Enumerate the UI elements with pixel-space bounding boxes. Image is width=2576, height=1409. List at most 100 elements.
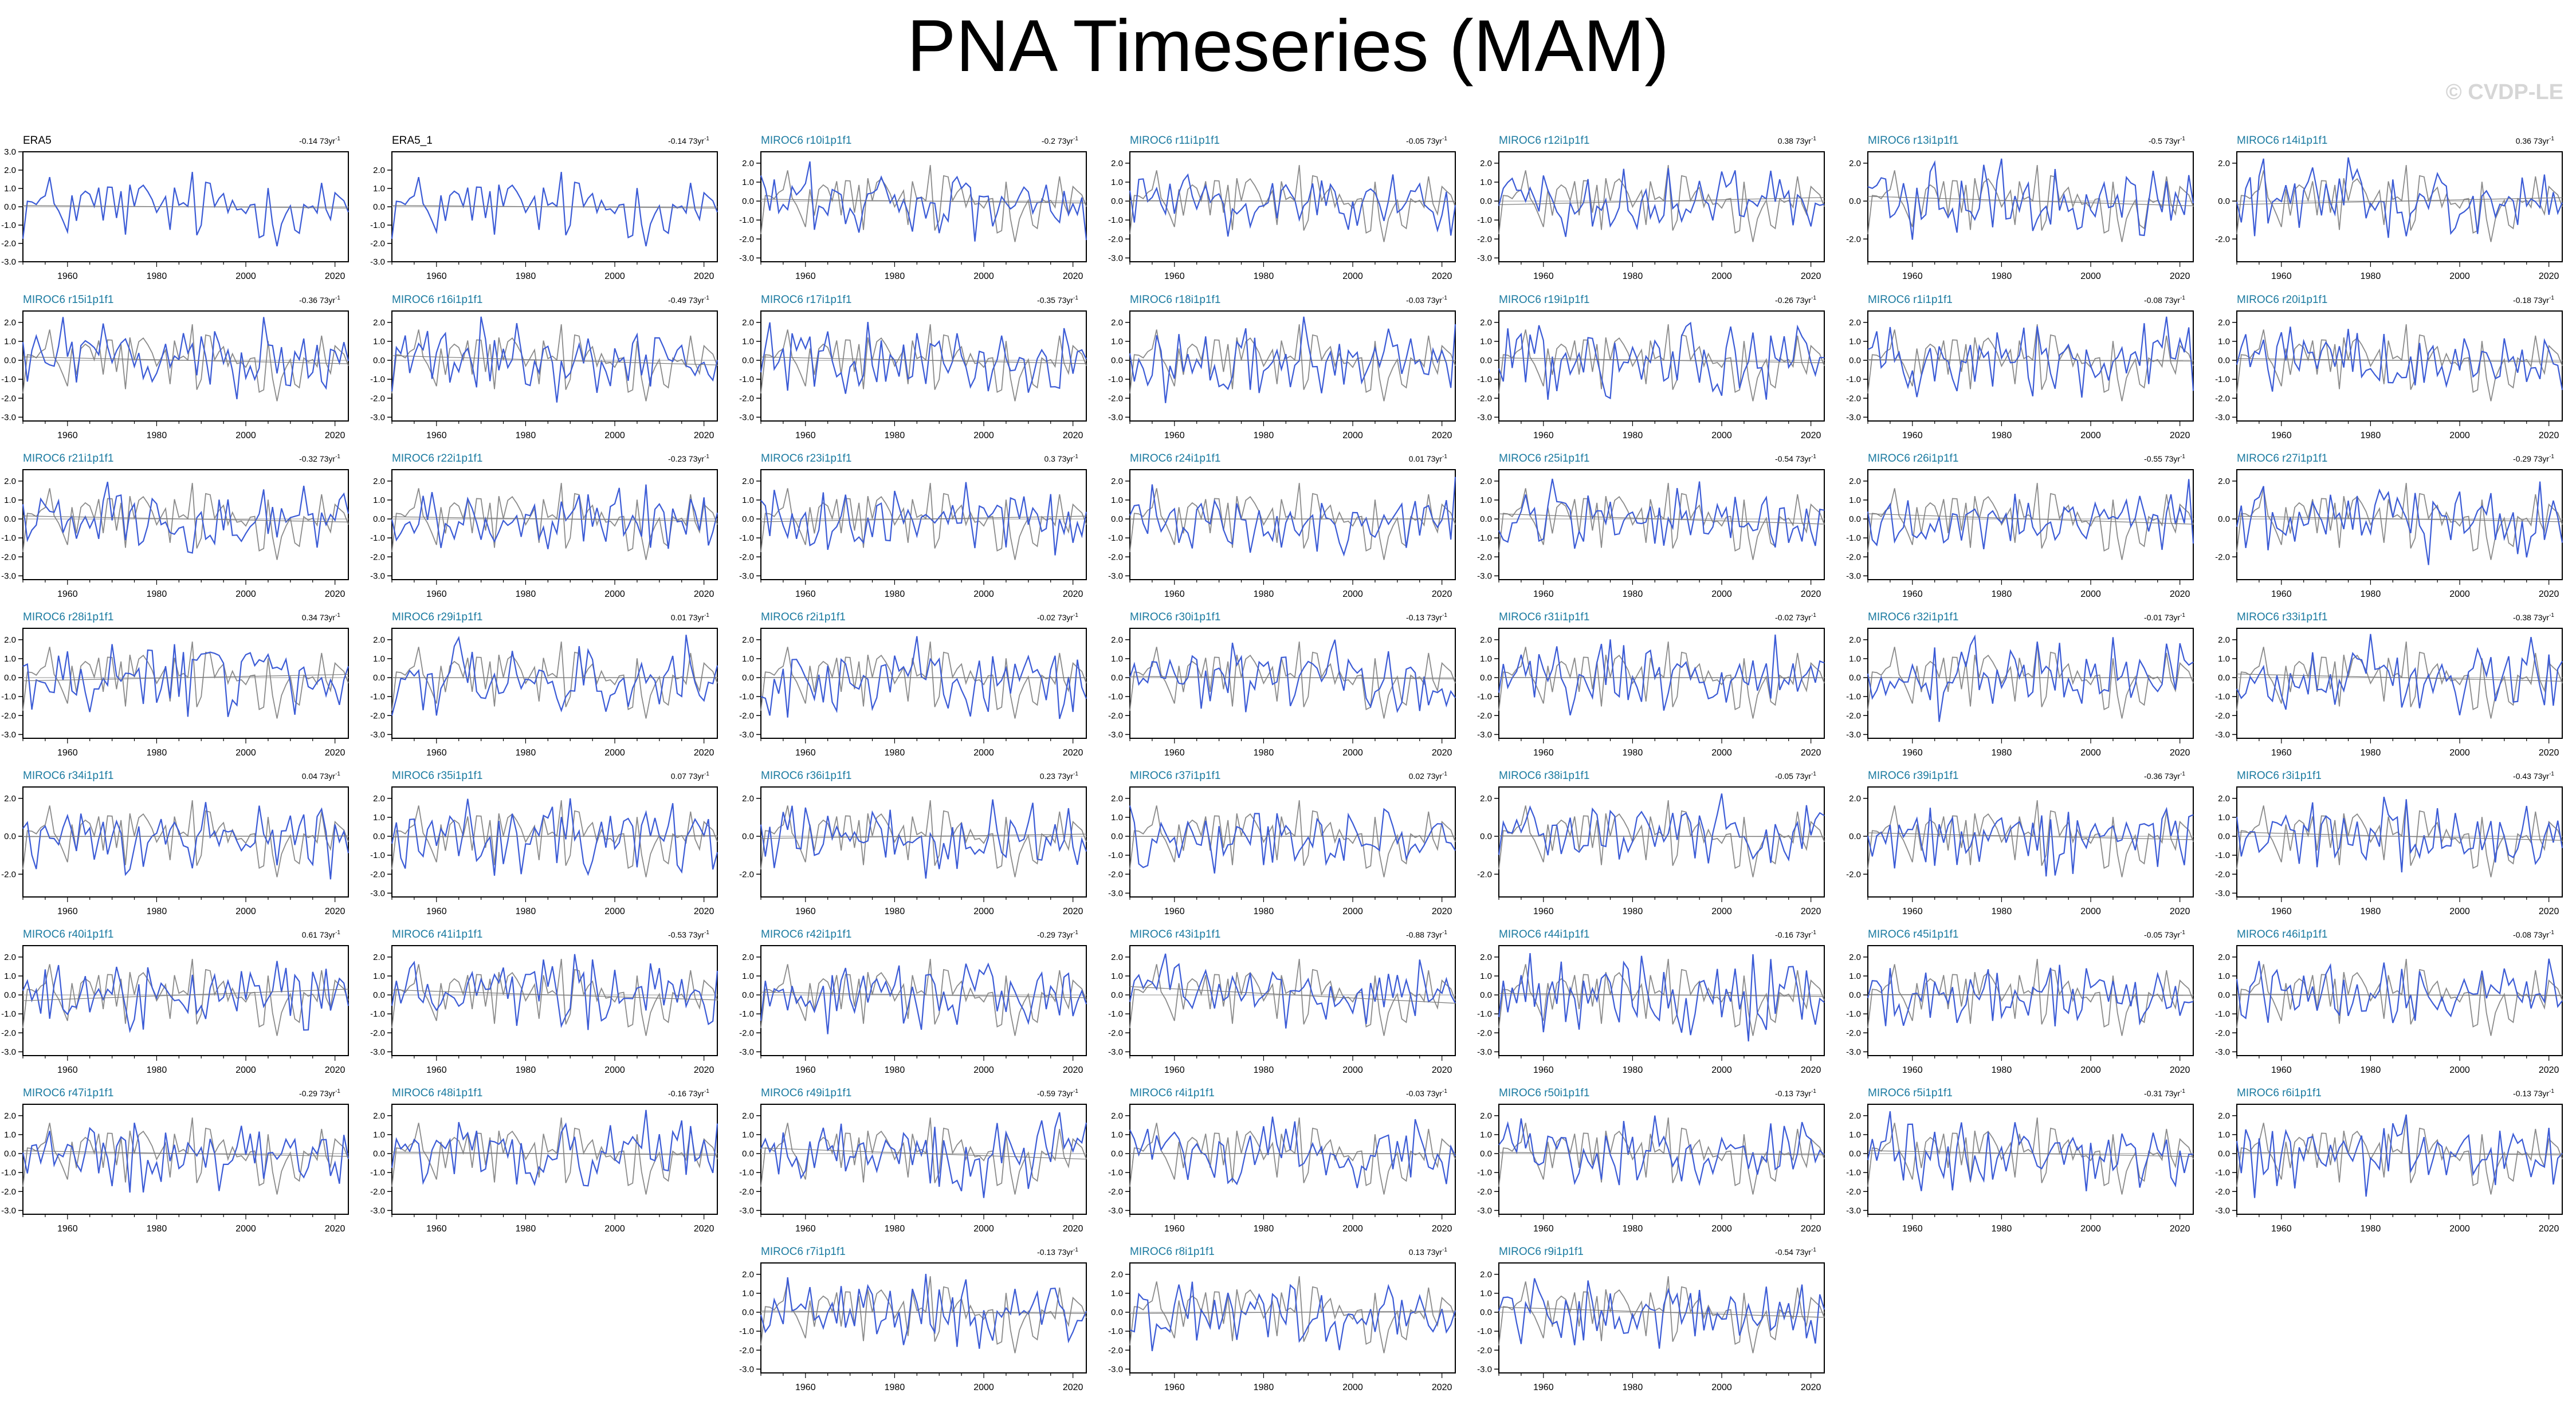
- y-tick-label: -1.0: [1846, 692, 1861, 702]
- trend-label: -0.14 73yr-1: [299, 136, 340, 145]
- x-tick-label: 1980: [1992, 1224, 2012, 1234]
- x-tick-label: 1980: [147, 907, 167, 916]
- panel-44: MIROC6 r48i1p1f1 -0.16 73yr-1 2.0 1.0 0.0 -1.…: [370, 1087, 718, 1234]
- model-series-line: [22, 317, 350, 400]
- y-tick-label: 0.0: [1849, 196, 1861, 206]
- y-tick-label: -1.0: [2215, 851, 2230, 860]
- y-tick-label: -3.0: [1108, 888, 1123, 898]
- panel-22: MIROC6 r28i1p1f1 0.34 73yr-1 2.0 1.0 0.0 -1.0…: [1, 611, 350, 758]
- panel-51: MIROC6 r8i1p1f1 0.13 73yr-1 2.0 1.0 0.0 -1.0 -…: [1108, 1246, 1456, 1392]
- panel-5: MIROC6 r12i1p1f1 0.38 73yr-1 2.0 1.0 0.0 -1.0…: [1477, 135, 1825, 281]
- y-tick-label: 0.0: [373, 673, 385, 683]
- x-tick-label: 2000: [604, 748, 625, 758]
- obs-series-line: [22, 483, 349, 560]
- x-tick-label: 1960: [1533, 271, 1554, 281]
- panel-33: MIROC6 r38i1p1f1 -0.05 73yr-1 2.0 0.0 -2.0 19…: [1477, 770, 1825, 916]
- x-tick-label: 1980: [885, 589, 905, 599]
- x-tick-label: 1980: [147, 589, 167, 599]
- panel-title: MIROC6 r46i1p1f1: [2237, 928, 2327, 940]
- y-tick-label: -1.0: [370, 221, 385, 230]
- panel-46: MIROC6 r4i1p1f1 -0.03 73yr-1 2.0 1.0 0.0 -1.0…: [1108, 1087, 1456, 1234]
- panel-title: ERA5: [23, 135, 52, 147]
- y-tick-label: -3.0: [1108, 1206, 1123, 1215]
- x-tick-label: 1980: [147, 1224, 167, 1234]
- trend-line: [2236, 994, 2563, 996]
- plot-frame: [2236, 1104, 2563, 1215]
- model-series-line: [2236, 958, 2563, 1024]
- x-tick-label: 1980: [516, 907, 536, 916]
- x-tick-label: 2000: [1342, 1224, 1363, 1234]
- y-tick-label: -2.0: [739, 1187, 754, 1197]
- y-tick-label: 2.0: [1849, 953, 1861, 962]
- x-tick-label: 2000: [2080, 1065, 2101, 1075]
- trend-line: [2236, 1152, 2563, 1155]
- y-tick-label: -1.0: [370, 375, 385, 384]
- trend-line: [391, 355, 718, 365]
- model-series-line: [1129, 477, 1456, 557]
- x-tick-label: 1960: [2271, 1224, 2292, 1234]
- trend-line: [22, 1150, 349, 1157]
- obs-series-line: [1498, 324, 1825, 402]
- trend-label: -0.29 73yr-1: [1037, 930, 1078, 939]
- y-tick-label: 1.0: [1480, 337, 1492, 347]
- y-tick-label: -3.0: [370, 257, 385, 267]
- y-tick-label: 2.0: [1111, 1270, 1123, 1280]
- x-tick-label: 1980: [885, 271, 905, 281]
- y-tick-label: -1.0: [739, 533, 754, 543]
- x-tick-label: 2020: [1432, 271, 1452, 281]
- panel-title: MIROC6 r41i1p1f1: [392, 928, 482, 940]
- obs-series-line: [760, 1276, 1087, 1353]
- y-tick-label: -3.0: [370, 730, 385, 739]
- x-tick-label: 1960: [795, 1224, 816, 1234]
- x-tick-label: 1960: [57, 907, 78, 916]
- y-tick-label: 0.0: [4, 514, 16, 524]
- x-tick-label: 2000: [1342, 748, 1363, 758]
- y-tick-label: -3.0: [739, 1047, 754, 1057]
- trend-label: -0.23 73yr-1: [668, 454, 709, 463]
- plot-frame: [760, 945, 1087, 1056]
- y-tick-label: -1.0: [1477, 1327, 1492, 1336]
- y-tick-label: 2.0: [373, 1111, 385, 1121]
- y-tick-label: -3.0: [1477, 1206, 1492, 1215]
- trend-line: [2236, 515, 2563, 522]
- y-tick-label: 2.0: [1480, 953, 1492, 962]
- y-tick-label: 1.0: [2218, 813, 2230, 822]
- x-tick-label: 1980: [1623, 589, 1643, 599]
- y-tick-label: 0.0: [4, 356, 16, 365]
- x-tick-label: 2020: [1063, 271, 1083, 281]
- x-tick-label: 1980: [1992, 1065, 2012, 1075]
- y-tick-label: -2.0: [739, 711, 754, 721]
- y-tick-label: 0.0: [373, 514, 385, 524]
- x-tick-label: 2020: [1063, 431, 1083, 440]
- obs-series-line: [2236, 1117, 2563, 1195]
- x-tick-label: 1980: [1254, 1224, 1274, 1234]
- model-series-line: [22, 1123, 350, 1193]
- x-tick-label: 1980: [1992, 748, 2012, 758]
- plot-frame: [1498, 1262, 1825, 1373]
- x-tick-label: 2020: [2170, 431, 2190, 440]
- y-tick-label: 0.0: [1849, 673, 1861, 683]
- y-tick-label: -3.0: [1108, 571, 1123, 581]
- plot-frame: [391, 469, 718, 580]
- trend-label: -0.03 73yr-1: [1406, 1088, 1447, 1098]
- y-tick-label: 0.0: [4, 202, 16, 212]
- y-tick-label: 1.0: [1480, 971, 1492, 981]
- x-tick-label: 1960: [795, 431, 816, 440]
- obs-series-line: [760, 483, 1087, 560]
- y-tick-label: -3.0: [1108, 1364, 1123, 1374]
- x-tick-label: 1980: [1992, 271, 2012, 281]
- y-tick-label: 2.0: [1111, 477, 1123, 486]
- obs-series-line: [1129, 641, 1456, 719]
- panel-6: MIROC6 r13i1p1f1 -0.5 73yr-1 2.0 0.0 -2.0 196…: [1846, 135, 2194, 281]
- panel-14: MIROC6 r20i1p1f1 -0.18 73yr-1 2.0 1.0 0.0 -1.…: [2215, 294, 2563, 440]
- panel-title: MIROC6 r30i1p1f1: [1130, 611, 1220, 623]
- y-tick-label: -2.0: [1, 1028, 16, 1038]
- panel-title: MIROC6 r17i1p1f1: [761, 294, 851, 306]
- y-tick-label: -2.0: [1477, 1187, 1492, 1197]
- obs-series-line: [1498, 483, 1825, 560]
- y-tick-label: -2.0: [1846, 393, 1861, 403]
- panel-34: MIROC6 r39i1p1f1 -0.36 73yr-1 2.0 0.0 -2.0 19…: [1846, 770, 2194, 916]
- y-tick-label: -2.0: [1, 869, 16, 879]
- y-tick-label: 2.0: [1849, 1111, 1861, 1121]
- model-series-line: [2236, 157, 2563, 238]
